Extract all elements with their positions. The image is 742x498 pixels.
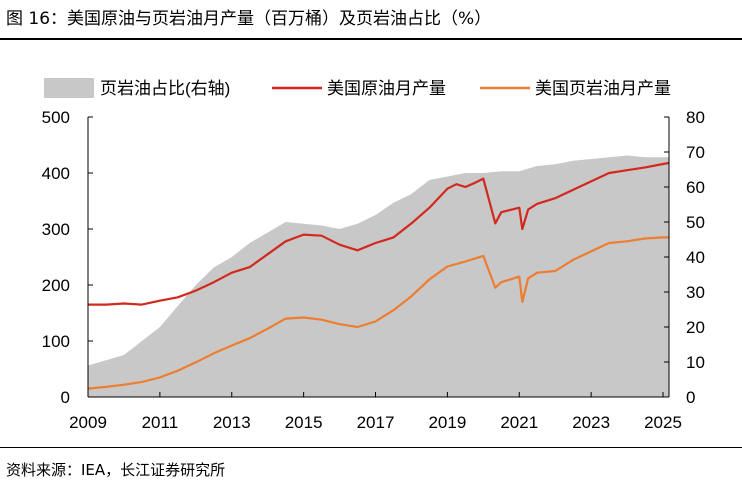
left-tick-label: 500 (42, 108, 70, 127)
legend-label-crude: 美国原油月产量 (327, 79, 446, 98)
right-tick-label: 50 (686, 213, 705, 232)
title-divider (0, 38, 742, 40)
source-divider (0, 447, 742, 448)
area-layer (88, 155, 669, 397)
legend-label-shale: 美国页岩油月产量 (535, 79, 671, 98)
left-tick-label: 0 (61, 388, 70, 407)
x-tick-label: 2025 (644, 413, 682, 432)
line-layer (87, 161, 670, 390)
right-tick-label: 0 (686, 388, 695, 407)
x-tick-label: 2021 (500, 413, 538, 432)
legend-swatch-share-area (44, 78, 94, 98)
right-tick-label: 40 (686, 248, 705, 267)
right-tick-label: 10 (686, 353, 705, 372)
x-tick-label: 2019 (428, 413, 466, 432)
x-tick-label: 2017 (357, 413, 395, 432)
left-tick-label: 400 (42, 164, 70, 183)
right-tick-label: 20 (686, 318, 705, 337)
axis-layer: 0 100 200 300 400 500 0 10 20 30 40 50 60 70 80 2009 201… (42, 108, 705, 432)
left-tick-label: 300 (42, 220, 70, 239)
right-tick-label: 60 (686, 178, 705, 197)
source-note: 资料来源：IEA，长江证券研究所 (6, 461, 226, 479)
right-tick-label: 80 (686, 108, 705, 127)
crude-output-line (88, 161, 670, 306)
chart-area: 0 100 200 300 400 500 0 10 20 30 40 50 60 70 80 2009 201… (42, 78, 705, 432)
left-tick-label: 100 (42, 332, 70, 351)
figure-title: 图 16：美国原油与页岩油月产量（百万桶）及页岩油占比（%） (6, 9, 492, 29)
right-tick-label: 30 (686, 283, 705, 302)
x-tick-label: 2011 (142, 413, 179, 432)
x-tick-label: 2023 (572, 413, 610, 432)
shale-output-line (87, 236, 669, 390)
x-tick-label: 2015 (285, 413, 323, 432)
legend: 页岩油占比(右轴) 美国原油月产量 美国页岩油月产量 (44, 78, 671, 98)
left-tick-label: 200 (42, 276, 70, 295)
legend-label-share: 页岩油占比(右轴) (100, 79, 230, 98)
right-tick-label: 70 (686, 143, 705, 162)
share-area (88, 155, 669, 397)
x-tick-label: 2009 (69, 413, 107, 432)
x-tick-label: 2013 (213, 413, 251, 432)
